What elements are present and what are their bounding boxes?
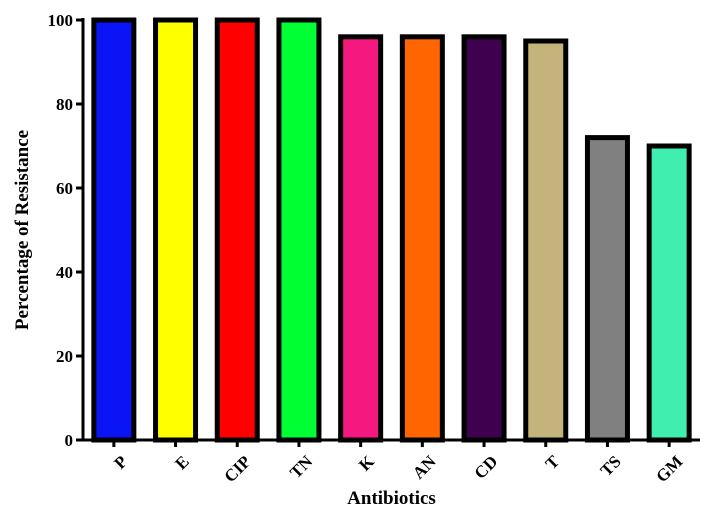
x-tick-label-tn: TN xyxy=(286,451,317,482)
x-tick-label-cip: CIP xyxy=(220,452,254,486)
y-tick-label: 80 xyxy=(56,95,73,114)
x-tick-label-ts: TS xyxy=(597,452,625,480)
y-tick-label: 100 xyxy=(48,11,74,30)
x-tick-label-p: P xyxy=(110,452,131,473)
y-axis-title: Percentage of Resistance xyxy=(12,130,33,330)
bar-cip xyxy=(214,17,260,443)
bar-tn xyxy=(276,17,322,443)
x-tick-label-t: T xyxy=(542,451,564,473)
bar-e xyxy=(153,17,199,443)
x-tick-label-k: K xyxy=(355,451,378,474)
bar-an xyxy=(399,34,445,443)
x-ticks-group: P E CIP TN K AN CD T TS GM xyxy=(110,440,686,486)
bar-gm xyxy=(646,143,692,443)
x-tick-label-gm: GM xyxy=(652,452,686,486)
y-tick-label: 20 xyxy=(56,347,73,366)
y-ticks-group: 0 20 40 60 80 100 xyxy=(48,11,83,450)
y-tick-label: 40 xyxy=(56,263,73,282)
x-tick-label-e: E xyxy=(171,452,192,473)
x-tick-label-cd: CD xyxy=(471,452,502,483)
x-axis-title: Antibiotics xyxy=(347,488,436,509)
bar-k xyxy=(338,34,384,443)
bar-p xyxy=(91,17,137,443)
x-tick-label-an: AN xyxy=(409,451,440,482)
y-tick-label: 60 xyxy=(56,179,73,198)
bars-group xyxy=(91,17,692,443)
bar-t xyxy=(523,38,569,443)
axes-group xyxy=(81,18,700,442)
bar-cd xyxy=(461,34,507,443)
y-tick-label: 0 xyxy=(65,431,74,450)
bar-ts xyxy=(584,135,630,443)
